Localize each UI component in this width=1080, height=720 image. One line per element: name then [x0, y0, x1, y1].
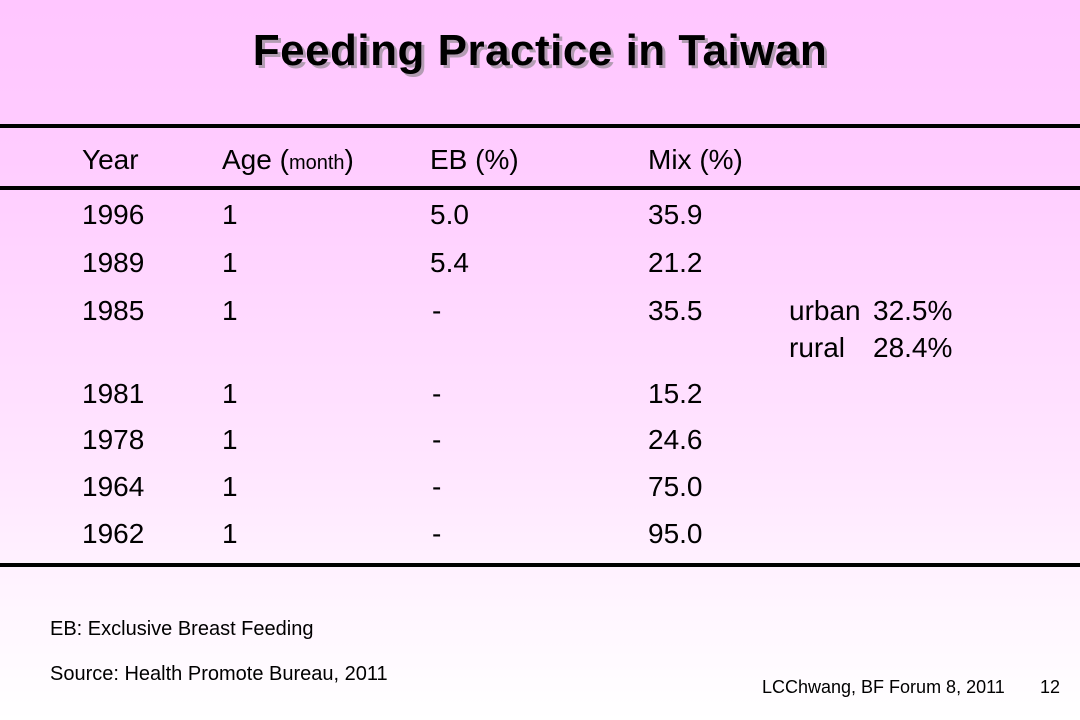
row-year: 1964 — [82, 471, 145, 502]
slide-credit: LCChwang, BF Forum 8, 2011 — [762, 677, 1005, 697]
row-eb: 5.0 — [430, 199, 469, 230]
row-eb: - — [432, 518, 442, 549]
row-mix: 15.2 — [648, 378, 703, 409]
footnote-definition: EB: Exclusive Breast Feeding — [50, 618, 314, 640]
header-year: Year — [82, 144, 139, 175]
row-year: 1996 — [82, 199, 145, 230]
row-year: 1989 — [82, 247, 145, 278]
table-bottom-rule — [0, 563, 1080, 567]
page-number: 12 — [1040, 677, 1061, 697]
footnote-source: Source: Health Promote Bureau, 2011 — [50, 663, 388, 685]
row-eb: - — [432, 471, 442, 502]
row-mix: 95.0 — [648, 518, 703, 549]
row-note-label-rural: rural — [789, 332, 846, 363]
header-age-prefix: Age ( — [222, 144, 289, 175]
row-mix: 35.9 — [648, 199, 703, 230]
row-age: 1 — [222, 378, 238, 409]
row-mix: 35.5 — [648, 295, 703, 326]
row-age: 1 — [222, 199, 238, 230]
row-mix: 24.6 — [648, 424, 703, 455]
row-mix: 75.0 — [648, 471, 703, 502]
row-note-value-urban: 32.5% — [873, 295, 953, 326]
row-mix: 21.2 — [648, 247, 703, 278]
row-note-label-urban: urban — [789, 295, 861, 326]
row-eb: - — [432, 378, 442, 409]
header-age-unit: month — [288, 152, 345, 174]
row-age: 1 — [222, 424, 238, 455]
row-year: 1985 — [82, 295, 145, 326]
header-eb: EB (%) — [430, 144, 519, 175]
row-note-value-rural: 28.4% — [873, 332, 953, 363]
slide-title: Feeding Practice in Taiwan — [252, 26, 828, 75]
row-year: 1978 — [82, 424, 145, 455]
table-top-rule — [0, 124, 1080, 128]
header-age-suffix: ) — [344, 144, 354, 175]
row-year: 1962 — [82, 518, 145, 549]
row-eb: 5.4 — [430, 247, 469, 278]
row-age: 1 — [222, 295, 238, 326]
row-age: 1 — [222, 247, 238, 278]
table-header-rule — [0, 186, 1080, 190]
row-age: 1 — [222, 471, 238, 502]
row-year: 1981 — [82, 378, 145, 409]
row-eb: - — [432, 424, 442, 455]
row-eb: - — [432, 295, 442, 326]
header-age: Age (month) — [222, 144, 354, 179]
header-mix: Mix (%) — [648, 144, 743, 175]
row-age: 1 — [222, 518, 238, 549]
